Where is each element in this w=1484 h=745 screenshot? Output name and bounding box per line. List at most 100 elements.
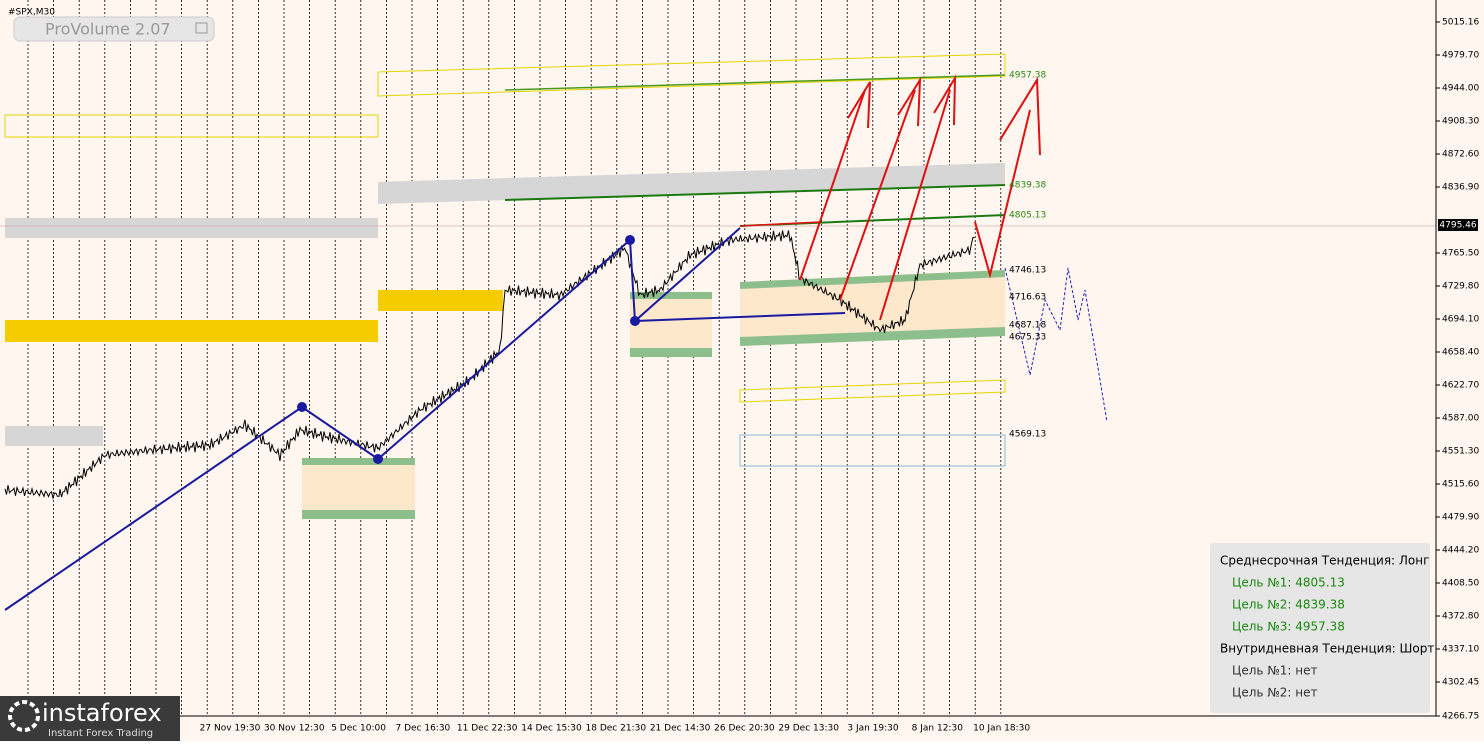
zones [0,53,1436,519]
arrow-head [897,76,922,127]
symbol: #SPX,M30 [8,8,55,18]
price-label: 4266.75 [1442,712,1479,722]
indicator-name: ProVolume 2.07 [45,20,171,39]
indicator-badge [13,16,215,42]
price-label: 4765.50 [1442,249,1479,259]
time-label: 8 Jan 12:30 [912,724,964,734]
level-label: 4716.63 [1009,293,1046,303]
panel-line: Цель №3: 4957.38 [1232,620,1345,634]
zone [740,270,1005,289]
arrow-head [847,81,871,129]
price-label: 4587.00 [1442,414,1479,424]
zone [302,458,415,465]
price-label: 4622.70 [1442,381,1479,391]
time-label: 18 Dec 21:30 [586,724,647,734]
price-labels: 5015.16 4979.70 4944.00 4908.30 4872.60 4836.… [1436,18,1479,722]
price-label: 4836.90 [1442,183,1479,193]
logo-name: instaforex [42,699,162,727]
price-label: 4372.80 [1442,612,1479,622]
current-price: 4795.46 [1439,221,1476,231]
zone [5,320,378,342]
price-axis [1436,0,1484,741]
level-label: 4687.18 [1009,321,1046,331]
zigzag [4,227,846,611]
time-grid [27,0,1002,716]
time-label: 11 Dec 22:30 [457,724,518,734]
price-label: 4515.60 [1442,480,1479,490]
level-label: 4805.13 [1009,211,1046,221]
price-label: 4444.20 [1442,546,1479,556]
panel-line: Внутридневная Тенденция: Шорт [1220,642,1434,656]
zone [302,510,415,519]
price-label: 4694.10 [1442,315,1479,325]
panel-line: Среднесрочная Тенденция: Лонг [1220,554,1429,568]
arrows [739,74,1041,321]
price-label: 4944.00 [1442,84,1479,94]
level-label: 4839.38 [1009,181,1046,191]
arrow [839,89,916,301]
zone [630,292,712,299]
price-label: 5015.16 [1442,18,1479,28]
logo-bg [0,696,180,741]
zone [739,434,1006,467]
level-label: 4746.13 [1009,266,1046,276]
time-label: 29 Dec 13:30 [778,724,839,734]
pivot [630,316,640,326]
info-panel [1210,543,1430,713]
pivot [373,454,383,464]
price-label: 4337.10 [1442,645,1479,655]
panel-lines: Среднесрочная Тенденция: Лонг Цель №1: 48… [1220,554,1434,700]
zone [630,292,712,356]
arrow [879,89,951,321]
logo-tagline: Instant Forex Trading [48,728,153,739]
level-label: 4957.38 [1009,71,1046,81]
zone [5,426,103,446]
zone [302,458,415,518]
price-label: 4908.30 [1442,117,1479,127]
time-label: 21 Dec 14:30 [650,724,711,734]
zone [740,327,1005,346]
pivot [625,235,635,245]
panel-line: Цель №2: 4839.38 [1232,598,1345,612]
level-label: 4675.33 [1009,333,1046,343]
level-line [504,74,1006,91]
pivot [297,402,307,412]
zone [739,379,1006,403]
arrow [974,109,1031,279]
level-labels: 4957.38 4839.38 4805.13 4746.13 4716.63 4687.… [1009,71,1046,440]
price-label: 4979.70 [1442,51,1479,61]
price-label: 4658.40 [1442,348,1479,358]
panel-line: Цель №1: 4805.13 [1232,576,1345,590]
time-label: 26 Dec 20:30 [714,724,775,734]
price-label: 4479.90 [1442,513,1479,523]
arrow-head [999,76,1041,156]
price-label: 4408.50 [1442,579,1479,589]
time-label: 14 Dec 15:30 [521,724,582,734]
arrow [739,221,821,227]
price-label: 4729.80 [1442,282,1479,292]
time-label: 27 Nov 19:30 [200,724,261,734]
time-label: 5 Dec 10:00 [331,724,386,734]
zone [4,114,379,138]
zigzag-line [4,227,741,611]
time-label: 7 Dec 16:30 [395,724,450,734]
zone [377,53,1006,97]
projection [1004,267,1108,423]
price-line [4,230,975,500]
arrow-head [933,74,957,126]
zigzag-line [634,312,846,322]
panel-line: Цель №2: нет [1232,686,1317,700]
zone [630,348,712,357]
level-label: 4569.13 [1009,430,1046,440]
zone [378,163,1005,204]
icon [195,22,208,34]
level-line [504,184,1006,201]
time-label: 30 Nov 12:30 [264,724,325,734]
price-label: 4551.30 [1442,447,1479,457]
current-price-box [1438,219,1478,231]
zone [378,290,503,311]
price-label: 4302.45 [1442,678,1479,688]
arrow [799,89,866,281]
zone [740,270,1005,346]
time-labels: 27 Nov 19:30 30 Nov 12:30 5 Dec 10:00 7 Dec… [200,724,1031,734]
